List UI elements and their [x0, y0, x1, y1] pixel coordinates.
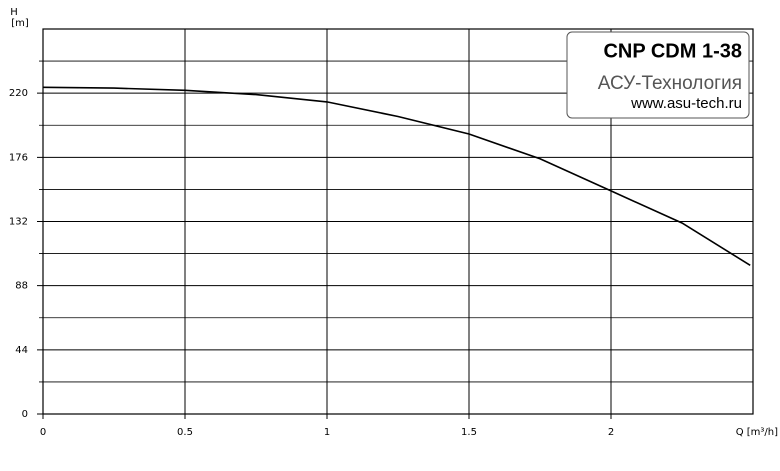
- x-tick-label: 1: [324, 427, 330, 438]
- x-tick-label: 0: [40, 427, 46, 438]
- curve: [42, 86, 751, 266]
- y-tick-label: 0: [22, 409, 28, 420]
- y-axis-unit: [m]: [11, 18, 29, 29]
- y-tick-label: 220: [9, 88, 28, 99]
- x-tick-label: 0.5: [177, 427, 193, 438]
- y-tick-label: 132: [9, 217, 28, 228]
- annotation-url: www.asu-tech.ru: [630, 95, 742, 112]
- annotation-box: [566, 31, 750, 119]
- x-axis-label: Q [m³/h]: [736, 427, 778, 438]
- annotation-title: CNP CDM 1-38: [603, 40, 742, 62]
- y-tick-label: 44: [15, 345, 28, 356]
- annotation-company: АСУ-Технология: [598, 73, 742, 94]
- x-tick-label: 2: [608, 427, 614, 438]
- y-tick-label: 176: [9, 152, 28, 163]
- y-tick-label: 88: [15, 281, 28, 292]
- x-tick-label: 1.5: [461, 427, 477, 438]
- y-axis-label: H: [10, 7, 18, 18]
